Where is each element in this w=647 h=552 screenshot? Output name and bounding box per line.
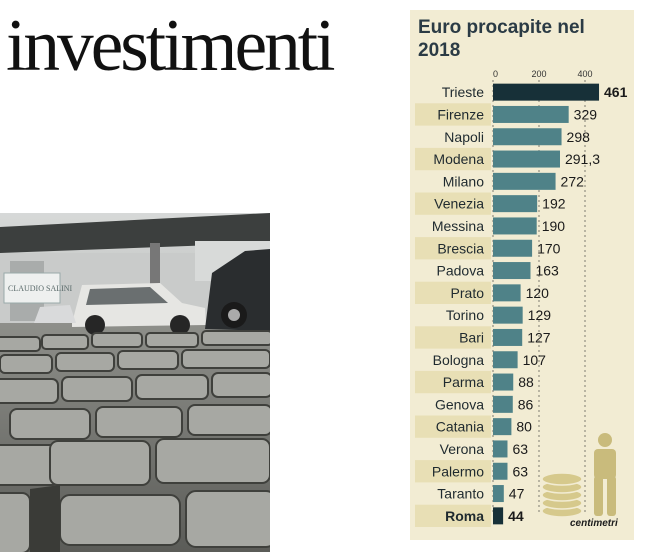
value-label: 47 [509, 486, 525, 502]
value-label: 329 [574, 106, 598, 122]
chart-panel: Euro procapite nel 2018 0 200 400 Trieste 4… [410, 10, 634, 540]
category-label: Taranto [437, 486, 484, 502]
value-label: 107 [523, 352, 547, 368]
bar [493, 351, 518, 369]
category-label: Firenze [437, 106, 484, 122]
bar [493, 195, 538, 213]
category-label: Modena [433, 151, 484, 167]
category-label: Torino [446, 307, 484, 323]
value-label: 63 [512, 441, 528, 457]
street-photo: CLAUDIO SALINI [0, 213, 270, 552]
category-label: Napoli [444, 129, 484, 145]
bar [493, 462, 508, 480]
value-label: 80 [516, 419, 532, 435]
bar [493, 507, 504, 525]
category-label: Milano [443, 173, 484, 189]
value-label: 88 [518, 374, 534, 390]
bar [493, 83, 600, 101]
value-label: 129 [528, 307, 552, 323]
value-label: 63 [512, 463, 528, 479]
bar [493, 306, 523, 324]
bar [493, 485, 504, 503]
x-tick-label: 200 [531, 69, 546, 79]
value-label: 190 [542, 218, 566, 234]
category-label: Parma [443, 374, 484, 390]
value-label: 291,3 [565, 151, 600, 167]
x-tick-label: 0 [493, 69, 498, 79]
row-stripe [415, 370, 491, 394]
category-label: Catania [436, 419, 484, 435]
chart-title: Euro procapite nel 2018 [418, 17, 585, 61]
store-sign-text: CLAUDIO SALINI [8, 284, 73, 293]
bar [493, 150, 560, 168]
bar [493, 284, 521, 302]
bar [493, 373, 514, 391]
value-label: 298 [567, 129, 591, 145]
bar [493, 105, 569, 123]
row-stripe [415, 415, 491, 438]
value-label: 86 [518, 396, 534, 412]
category-label: Bari [459, 329, 484, 345]
x-tick-label: 400 [577, 69, 592, 79]
bar [493, 262, 531, 280]
row-stripe [415, 460, 491, 483]
bar [493, 395, 513, 413]
bar [493, 440, 508, 458]
category-label: Trieste [442, 84, 484, 100]
value-label: 170 [537, 240, 561, 256]
value-label: 461 [604, 84, 628, 100]
category-label: Prato [451, 285, 485, 301]
category-label: Genova [435, 396, 484, 412]
bar [493, 418, 512, 436]
category-label: Padova [437, 263, 485, 279]
bar [493, 239, 533, 257]
row-stripe [415, 192, 491, 215]
street-photo-illustration: CLAUDIO SALINI [0, 213, 270, 552]
bar-chart: 0 200 400 Trieste 461 Firenze 329 Napoli 298 Mod… [415, 69, 628, 527]
coin-stack-icon [541, 472, 583, 518]
value-label: 163 [535, 263, 559, 279]
category-label: Roma [445, 508, 484, 524]
category-label: Brescia [437, 240, 484, 256]
value-label: 120 [526, 285, 550, 301]
row-stripe [415, 147, 491, 171]
category-label: Bologna [433, 352, 485, 368]
category-label: Venezia [434, 196, 484, 212]
row-stripe [415, 103, 491, 126]
category-label: Messina [432, 218, 484, 234]
bar [493, 217, 537, 235]
row-stripe [415, 326, 491, 349]
bar [493, 328, 523, 346]
bar [493, 172, 556, 190]
value-label: 44 [508, 508, 524, 524]
row-stripe [415, 281, 491, 304]
credit-label: centimetri [570, 518, 618, 529]
value-label: 272 [561, 173, 585, 189]
row-stripe [415, 504, 491, 527]
row-stripe [415, 237, 491, 260]
headline: investimenti [6, 5, 336, 87]
category-label: Palermo [432, 463, 484, 479]
value-label: 127 [527, 329, 551, 345]
value-label: 192 [542, 196, 566, 212]
person-icon [594, 433, 616, 516]
category-label: Verona [440, 441, 485, 457]
bar [493, 128, 562, 146]
